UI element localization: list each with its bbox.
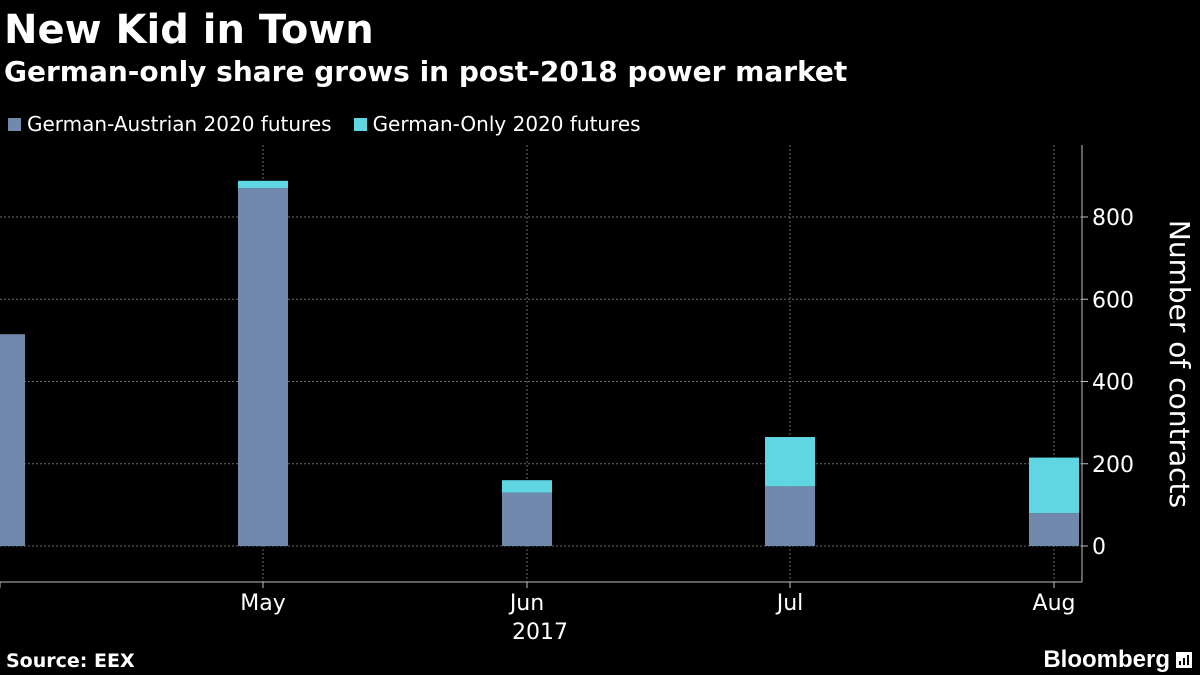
y-axis-title: Number of contracts [1163, 220, 1196, 508]
bar-german-austrian-Jun [502, 492, 552, 546]
legend-label-german-austrian: German-Austrian 2020 futures [27, 112, 332, 136]
x-tick-label-Jul: Jul [775, 591, 804, 616]
legend-label-german-only: German-Only 2020 futures [372, 112, 641, 136]
chart-title: New Kid in Town [4, 7, 374, 53]
y-tick-label-400: 400 [1092, 371, 1134, 396]
legend: German-Austrian 2020 futures German-Only… [8, 110, 663, 138]
x-tick-label-Aug: Aug [1033, 591, 1076, 616]
bar-german-only-Aug [1029, 457, 1079, 514]
brand-logo: Bloomberg [1043, 646, 1192, 674]
legend-swatch-german-only [353, 117, 367, 131]
bar-german-austrian-May [238, 188, 288, 546]
bar-german-only-Jul [765, 437, 815, 487]
x-tick-label-May: May [240, 591, 285, 616]
bar-german-austrian-Aug [1029, 513, 1079, 546]
y-tick-label-200: 200 [1092, 453, 1134, 478]
chart-subtitle: German-only share grows in post-2018 pow… [4, 55, 848, 88]
legend-item-german-only: German-Only 2020 futures [353, 112, 641, 136]
legend-item-german-austrian: German-Austrian 2020 futures [8, 112, 332, 136]
x-axis-year-label: 2017 [512, 620, 568, 645]
source-note: Source: EEX [6, 650, 135, 672]
bar-german-only-Jun [502, 480, 552, 493]
y-tick-label-800: 800 [1092, 206, 1134, 231]
legend-swatch-german-austrian [8, 117, 21, 131]
x-tick-label-Jun: Jun [508, 591, 544, 616]
y-tick-label-0: 0 [1092, 535, 1106, 560]
bar-german-austrian-Apr [0, 334, 25, 546]
brand-name: Bloomberg [1043, 646, 1170, 673]
bar-german-only-May [238, 180, 288, 189]
y-tick-label-600: 600 [1092, 288, 1134, 313]
bloomberg-icon [1176, 652, 1192, 668]
bar-german-austrian-Jul [765, 486, 815, 546]
